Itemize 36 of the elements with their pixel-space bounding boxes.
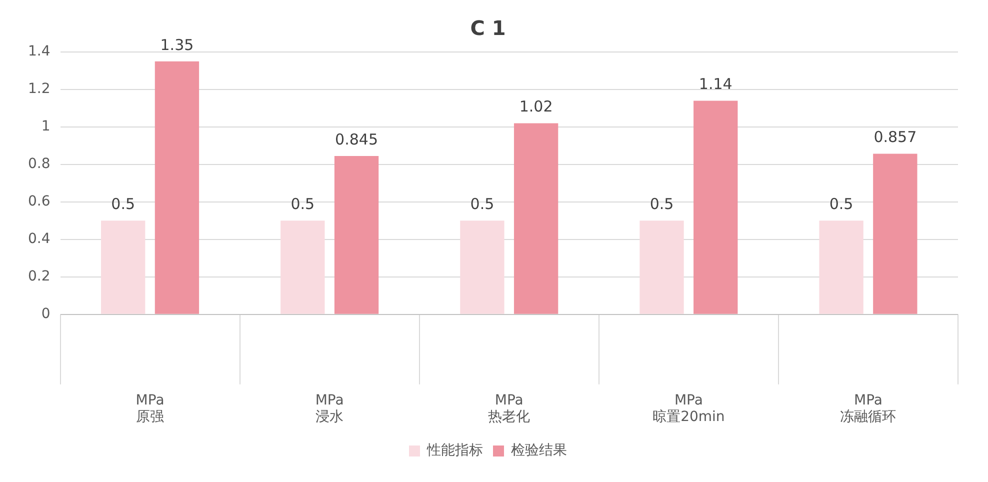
data-label: 1.02 bbox=[519, 98, 553, 116]
data-label: 0.845 bbox=[335, 130, 378, 148]
data-label: 1.35 bbox=[160, 36, 194, 54]
data-label: 0.5 bbox=[829, 195, 854, 214]
y-tick-label: 0.4 bbox=[28, 231, 50, 248]
legend-label: 性能指标 bbox=[426, 442, 483, 459]
chart-title: C 1 bbox=[470, 16, 506, 40]
x-tick-label: MPa 原强 bbox=[136, 392, 164, 426]
legend-label: 检验结果 bbox=[511, 442, 567, 459]
x-tick-label: MPa 浸水 bbox=[315, 392, 344, 426]
data-label: 0.5 bbox=[470, 195, 494, 214]
y-tick-label: 0.8 bbox=[28, 156, 50, 172]
bar bbox=[873, 154, 918, 314]
bar bbox=[334, 156, 379, 314]
data-label: 0.5 bbox=[290, 195, 315, 214]
bar bbox=[514, 123, 558, 314]
data-label: 0.5 bbox=[650, 195, 674, 214]
y-tick-label: 0 bbox=[41, 306, 50, 322]
data-label: 0.857 bbox=[874, 128, 917, 146]
y-tick-label: 1 bbox=[41, 118, 50, 135]
y-tick-label: 1.4 bbox=[28, 44, 50, 60]
bar bbox=[101, 220, 146, 314]
x-tick-label: MPa 热老化 bbox=[488, 392, 530, 426]
bar bbox=[154, 61, 200, 314]
x-tick-label: MPa 冻融循环 bbox=[840, 392, 896, 426]
bar bbox=[694, 100, 738, 314]
bar bbox=[640, 220, 684, 314]
x-tick-label: MPa 晾置20min bbox=[652, 392, 725, 426]
bar bbox=[460, 220, 504, 314]
bar bbox=[819, 220, 864, 314]
y-tick-label: 0.2 bbox=[28, 268, 50, 285]
bar bbox=[280, 220, 325, 314]
data-label: 1.14 bbox=[698, 75, 732, 94]
data-label: 0.5 bbox=[111, 195, 136, 214]
y-tick-label: 0.6 bbox=[28, 194, 50, 210]
y-tick-label: 1.2 bbox=[28, 81, 50, 98]
